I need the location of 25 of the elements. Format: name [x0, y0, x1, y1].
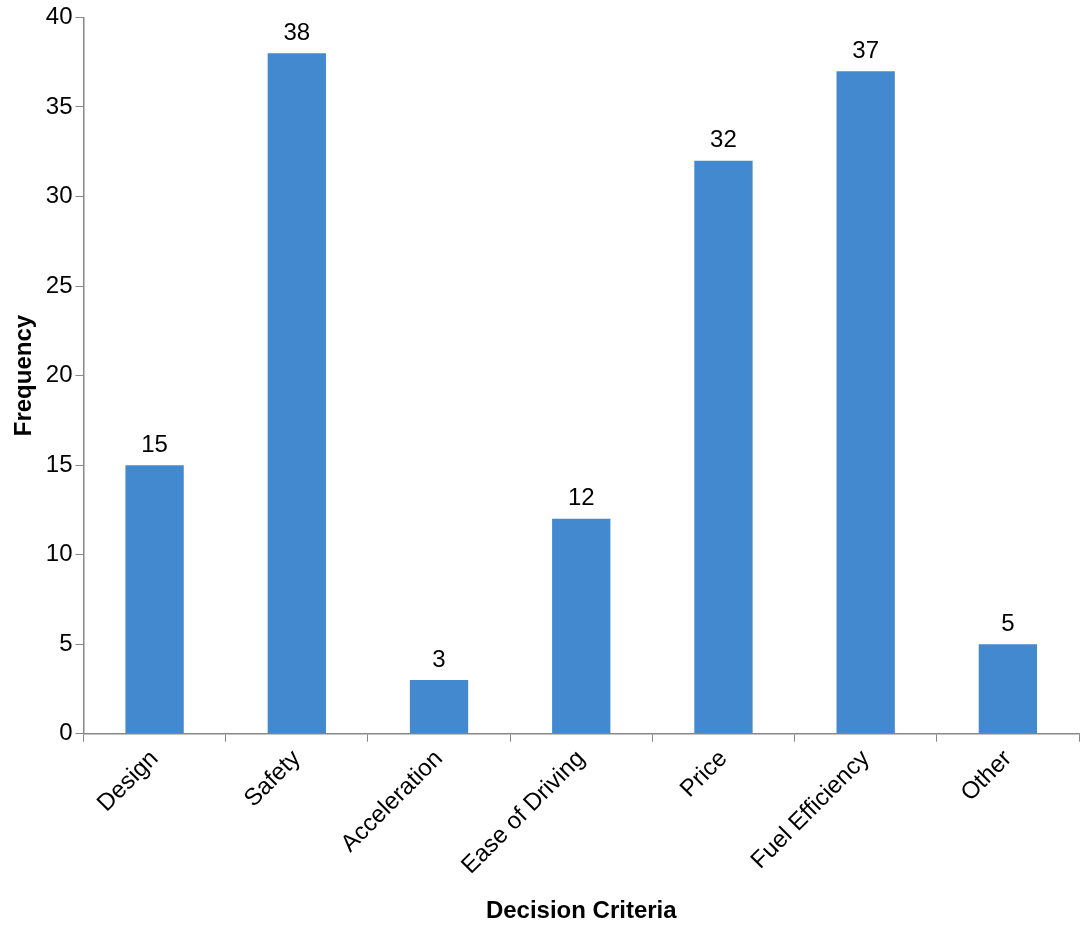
data-label: 15 [141, 429, 168, 457]
y-tick-label: 30 [45, 181, 73, 209]
bar [125, 465, 184, 734]
y-tick-label: 35 [45, 91, 73, 119]
y-axis-title: Frequency [9, 314, 37, 437]
y-tick-label: 20 [45, 360, 73, 388]
bar [836, 71, 895, 734]
y-tick-label: 15 [45, 449, 73, 477]
y-tick-label: 25 [45, 270, 73, 298]
data-label: 32 [710, 125, 737, 153]
y-tick-label: 10 [45, 539, 73, 567]
bar [267, 53, 326, 734]
data-label: 38 [283, 17, 311, 45]
data-label: 3 [432, 644, 446, 672]
y-tick-label: 5 [59, 628, 73, 656]
y-tick-label: 40 [45, 2, 73, 30]
bar [409, 680, 469, 734]
bar [694, 160, 753, 734]
y-tick-label: 0 [59, 718, 73, 746]
data-label: 37 [852, 35, 880, 63]
bar [978, 644, 1038, 734]
x-axis-title: Decision Criteria [485, 896, 678, 924]
data-label: 12 [567, 483, 595, 511]
bar [552, 518, 611, 734]
data-label: 5 [1001, 608, 1015, 636]
